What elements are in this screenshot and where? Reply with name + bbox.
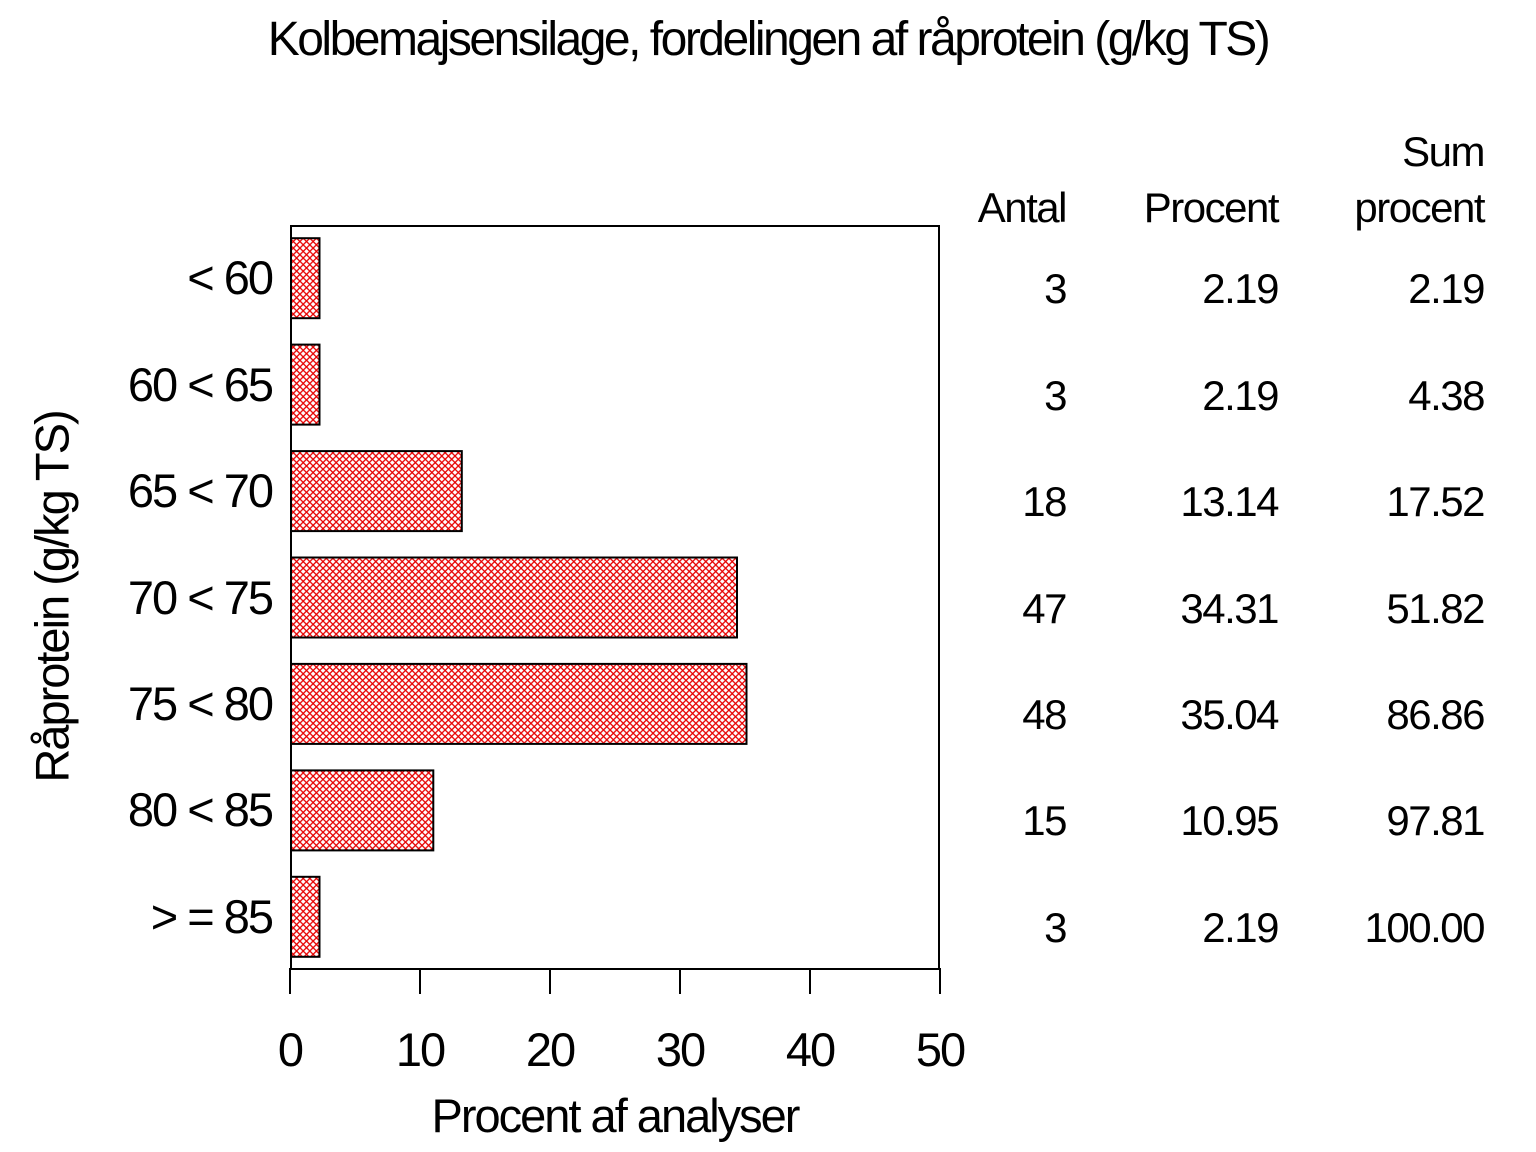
category-label-2: 65 < 70 <box>127 464 274 518</box>
category-label-0: < 60 <box>187 251 274 305</box>
table-cell-procent-row-1: 2.19 <box>1202 371 1279 419</box>
x-tick-mark-0 <box>289 968 291 994</box>
x-axis-title: Procent af analyser <box>431 1089 801 1142</box>
bar-4 <box>290 662 748 745</box>
x-tick-label-3: 30 <box>655 1023 706 1076</box>
table-cell-sum-row-6: 100.00 <box>1364 903 1486 951</box>
x-tick-label-4: 40 <box>785 1023 836 1076</box>
bar-1 <box>290 343 321 426</box>
bars-svg <box>290 237 748 958</box>
bar-0 <box>290 237 321 320</box>
x-tick-mark-4 <box>809 968 811 994</box>
category-label-4: 75 < 80 <box>127 676 274 730</box>
bars-group <box>290 237 748 958</box>
table-cell-procent-row-4: 35.04 <box>1180 690 1279 738</box>
bar-3 <box>290 556 738 639</box>
table-cell-antal-row-5: 15 <box>1022 797 1067 845</box>
table-header-procent: Procent <box>1143 184 1280 231</box>
table-header-sum-line2: procent <box>1354 184 1485 231</box>
category-label-6: > = 85 <box>150 889 274 943</box>
x-tick-label-2: 20 <box>525 1023 576 1076</box>
table-cell-antal-row-3: 47 <box>1022 584 1067 632</box>
x-tick-mark-1 <box>419 968 421 994</box>
category-label-5: 80 < 85 <box>127 783 274 837</box>
table-cell-sum-row-0: 2.19 <box>1408 265 1485 313</box>
table-header-sum-line1: Sum <box>1402 128 1485 175</box>
table-cell-sum-row-3: 51.82 <box>1386 584 1485 632</box>
bar-5 <box>290 769 435 852</box>
table-cell-sum-row-2: 17.52 <box>1386 478 1485 526</box>
table-cell-procent-row-0: 2.19 <box>1202 265 1279 313</box>
chart-title: Kolbemajsensilage, fordelingen af råprot… <box>267 13 1271 66</box>
x-tick-mark-2 <box>549 968 551 994</box>
x-tick-label-0: 0 <box>277 1023 304 1076</box>
table-cell-procent-row-5: 10.95 <box>1180 797 1279 845</box>
table-cell-antal-row-1: 3 <box>1044 371 1067 419</box>
table-cell-sum-row-1: 4.38 <box>1408 371 1485 419</box>
x-tick-mark-3 <box>679 968 681 994</box>
category-label-3: 70 < 75 <box>127 570 274 624</box>
table-cell-procent-row-2: 13.14 <box>1180 478 1279 526</box>
table-cell-antal-row-0: 3 <box>1044 265 1067 313</box>
x-tick-mark-5 <box>939 968 941 994</box>
table-cell-antal-row-4: 48 <box>1022 690 1067 738</box>
table-cell-procent-row-6: 2.19 <box>1202 903 1279 951</box>
category-label-1: 60 < 65 <box>127 357 274 411</box>
table-cell-sum-row-4: 86.86 <box>1386 690 1485 738</box>
table-cell-antal-row-2: 18 <box>1022 478 1067 526</box>
table-cell-sum-row-5: 97.81 <box>1386 797 1485 845</box>
table-header-antal: Antal <box>977 184 1068 231</box>
bar-6 <box>290 875 321 958</box>
x-tick-label-1: 10 <box>395 1023 446 1076</box>
x-tick-label-5: 50 <box>915 1023 966 1076</box>
bar-2 <box>290 450 463 533</box>
table-cell-procent-row-3: 34.31 <box>1180 584 1279 632</box>
table-cell-antal-row-6: 3 <box>1044 903 1067 951</box>
